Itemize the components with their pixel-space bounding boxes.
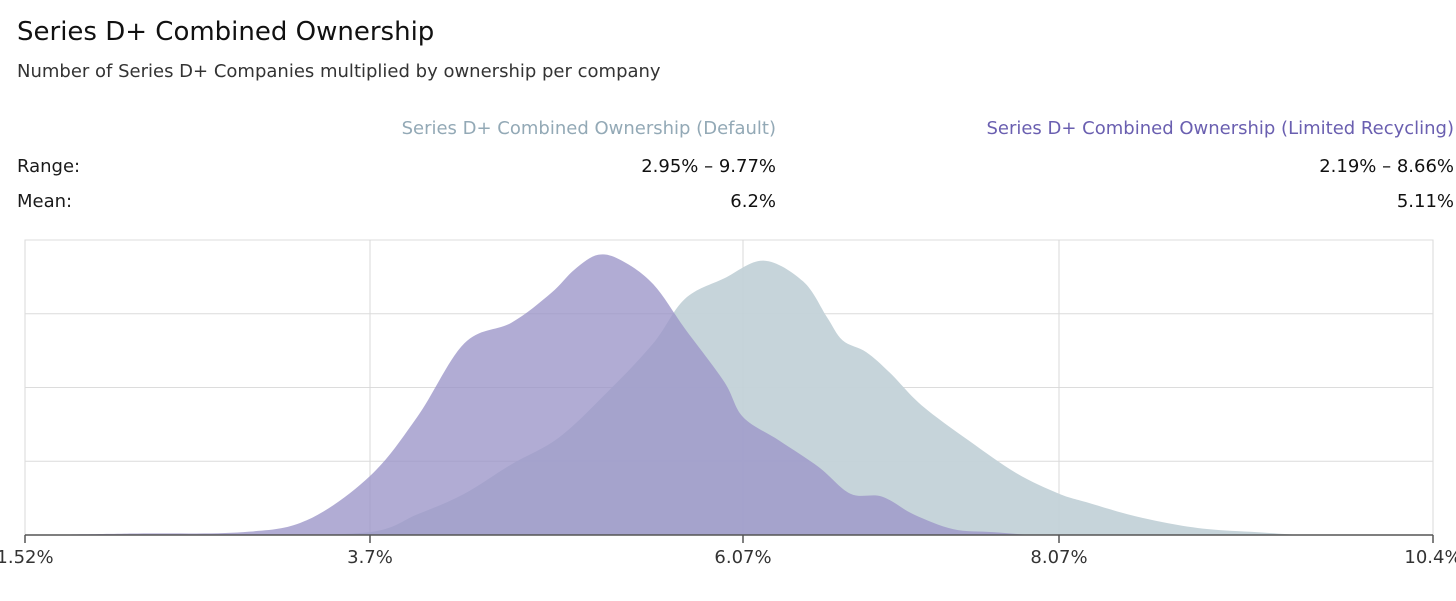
mean-value-limited-recycling: 5.11% <box>1396 191 1454 212</box>
mean-label: Mean: <box>17 191 73 212</box>
density-chart: 1.52% 3.7% 6.07% 8.07% 10.4% <box>0 239 1456 568</box>
chart-subtitle: Number of Series D+ Companies multiplied… <box>17 61 661 82</box>
x-tick-label: 6.07% <box>714 547 771 568</box>
series-header-limited-recycling: Series D+ Combined Ownership (Limited Re… <box>986 118 1454 139</box>
stats-panel: Series D+ Combined Ownership (Default) S… <box>0 0 1456 230</box>
range-value-limited-recycling: 2.19% – 8.66% <box>1319 156 1454 177</box>
x-tick-label: 1.52% <box>0 547 54 568</box>
series-header-default: Series D+ Combined Ownership (Default) <box>401 118 776 139</box>
series-layer <box>25 254 1433 535</box>
range-label: Range: <box>17 156 81 177</box>
density-area-limited-recycling <box>25 254 1433 535</box>
x-tick-label: 8.07% <box>1030 547 1087 568</box>
axis-layer: 1.52% 3.7% 6.07% 8.07% 10.4% <box>0 534 1456 568</box>
x-tick-label: 3.7% <box>347 547 393 568</box>
x-tick-label: 10.4% <box>1404 547 1456 568</box>
mean-value-default: 6.2% <box>730 191 776 212</box>
range-value-default: 2.95% – 9.77% <box>641 156 776 177</box>
chart-title: Series D+ Combined Ownership <box>17 17 435 47</box>
